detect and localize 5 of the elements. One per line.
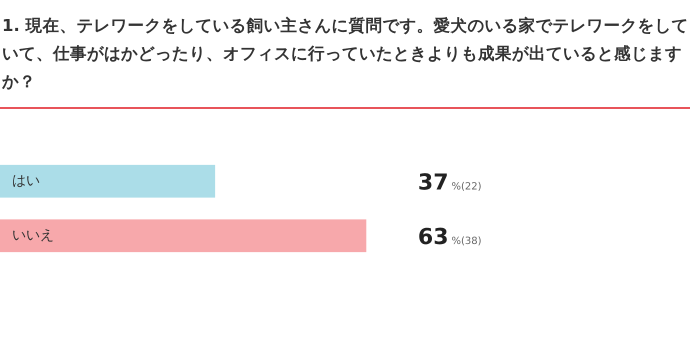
- data-label: 37%(22): [418, 170, 482, 196]
- y-tick-label: いいえ: [12, 227, 54, 244]
- data-label: 63%(38): [418, 224, 482, 250]
- chart-title: 1. 現在、テレワークをしている飼い主さんに質問です。愛犬のいる家でテレワークをしていて、仕事がはかどったり、オフィスに行っていたときよりも成果が出ていると感じますか？: [2, 15, 690, 93]
- y-tick-label: はい: [12, 172, 40, 189]
